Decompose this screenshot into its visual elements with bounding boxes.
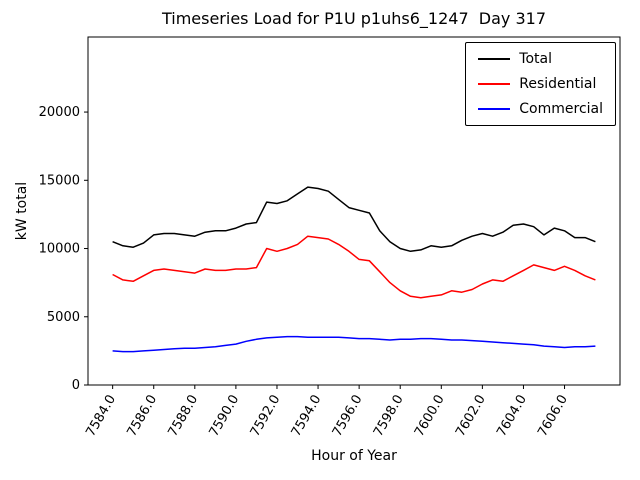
legend-line-sample: [478, 58, 511, 60]
y-tick-label: 10000: [39, 242, 80, 257]
legend-line-sample: [478, 108, 511, 110]
x-tick-label: 7606.0: [535, 393, 571, 440]
y-tick-label: 0: [72, 378, 80, 393]
x-tick-label: 7596.0: [330, 393, 366, 440]
x-tick-label: 7590.0: [207, 393, 243, 440]
series-line-total: [112, 186, 596, 253]
legend-label: Total: [519, 51, 552, 67]
x-tick-label: 7586.0: [124, 393, 160, 440]
y-axis-label: kW total: [14, 181, 30, 241]
y-tick-label: 20000: [39, 105, 80, 120]
series-line-residential: [112, 235, 596, 299]
chart-title: Timeseries Load for P1U p1uhs6_1247 Day …: [161, 9, 547, 28]
x-tick-label: 7604.0: [494, 393, 530, 440]
legend-entry-commercial: Commercial: [478, 101, 603, 117]
legend: Total Residential Commercial: [465, 42, 616, 126]
legend-label: Residential: [519, 76, 597, 92]
x-tick-label: 7598.0: [371, 393, 407, 440]
series-line-commercial: [112, 335, 596, 353]
x-tick-label: 7602.0: [453, 393, 489, 440]
x-tick-label: 7584.0: [83, 393, 119, 440]
x-tick-label: 7592.0: [248, 393, 284, 440]
y-tick-label: 5000: [47, 310, 80, 325]
legend-label: Commercial: [519, 101, 603, 117]
x-tick-label: 7600.0: [412, 393, 448, 440]
legend-entry-total: Total: [478, 51, 603, 67]
x-tick-label: 7588.0: [166, 393, 202, 440]
y-tick-label: 15000: [39, 173, 80, 188]
legend-entry-residential: Residential: [478, 76, 603, 92]
x-tick-label: 7594.0: [289, 393, 325, 440]
legend-line-sample: [478, 83, 511, 85]
x-axis-label: Hour of Year: [311, 448, 397, 464]
axes-frame: [87, 36, 621, 386]
